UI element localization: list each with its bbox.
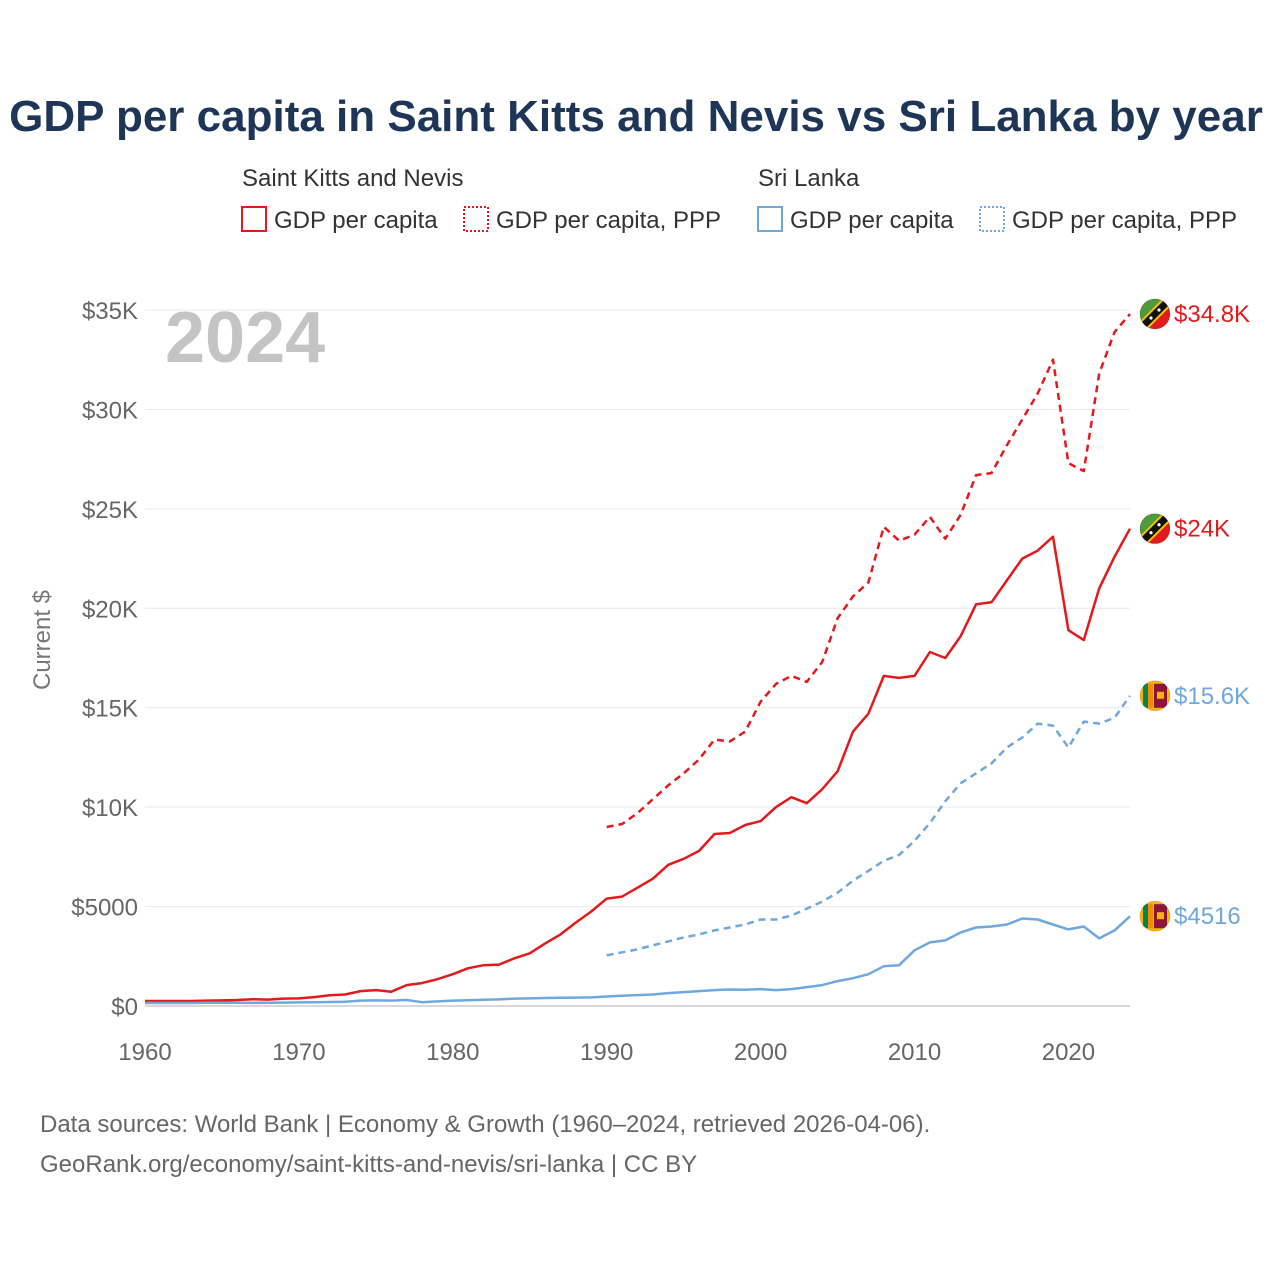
legend: Saint Kitts and Nevis GDP per capita GDP… <box>241 165 1237 234</box>
sri-lanka-flag-icon <box>1139 900 1171 932</box>
series-line-0 <box>145 528 1132 1003</box>
legend-group-sri-lanka: Sri Lanka <box>758 165 860 192</box>
x-tick-label: 1970 <box>272 1039 325 1066</box>
series-line-1 <box>606 313 1131 829</box>
legend-swatch-skn-gdp <box>241 206 267 232</box>
x-tick-label: 1960 <box>118 1039 171 1066</box>
y-axis-ticks: $0 $5000 $10K $15K $20K $25K $30K $35K <box>71 298 138 1021</box>
y-tick-label: $25K <box>82 497 138 524</box>
series-end-label: $34.8K <box>1174 301 1250 328</box>
series-line-2 <box>145 915 1131 1005</box>
source-line-2[interactable]: GeoRank.org/economy/saint-kitts-and-nevi… <box>40 1151 697 1178</box>
series-end-label: $24K <box>1174 516 1230 543</box>
y-tick-label: $5000 <box>71 895 138 922</box>
y-tick-label: $30K <box>82 397 138 424</box>
series-layer <box>145 313 1132 1005</box>
series-end-label: $4516 <box>1174 903 1241 930</box>
legend-label-skn-gdp[interactable]: GDP per capita <box>274 207 438 234</box>
end-labels: $24K $34.8K $4516 $15.6K <box>1139 298 1250 932</box>
legend-swatch-skn-ppp <box>463 206 489 232</box>
legend-group-saint-kitts-and-nevis: Saint Kitts and Nevis <box>242 165 463 192</box>
y-tick-label: $10K <box>82 795 138 822</box>
saint-kitts-and-nevis-flag-icon <box>1139 298 1171 330</box>
x-tick-label: 2000 <box>734 1039 787 1066</box>
chart-title: GDP per capita in Saint Kitts and Nevis … <box>9 92 1263 141</box>
y-tick-label: $20K <box>82 596 138 623</box>
x-tick-label: 2020 <box>1042 1039 1095 1066</box>
y-axis-label: Current $ <box>29 590 56 690</box>
gridlines <box>145 309 1130 1007</box>
year-badge: 2024 <box>165 298 325 378</box>
y-tick-label: $0 <box>111 994 138 1021</box>
source-line-1: Data sources: World Bank | Economy & Gro… <box>40 1111 930 1138</box>
sri-lanka-flag-icon <box>1139 680 1171 712</box>
series-line-3 <box>606 695 1132 957</box>
y-tick-label: $35K <box>82 298 138 325</box>
x-axis-ticks: 1960 1970 1980 1990 2000 2010 2020 <box>118 1039 1095 1066</box>
legend-label-skn-ppp[interactable]: GDP per capita, PPP <box>496 207 721 234</box>
x-tick-label: 1980 <box>426 1039 479 1066</box>
x-tick-label: 2010 <box>888 1039 941 1066</box>
legend-label-lk-gdp[interactable]: GDP per capita <box>790 207 954 234</box>
x-tick-label: 1990 <box>580 1039 633 1066</box>
y-tick-label: $15K <box>82 696 138 723</box>
legend-label-lk-ppp[interactable]: GDP per capita, PPP <box>1012 207 1237 234</box>
legend-swatch-lk-ppp <box>979 206 1005 232</box>
saint-kitts-and-nevis-flag-icon <box>1139 513 1171 545</box>
legend-swatch-lk-gdp <box>757 206 783 232</box>
series-end-label: $15.6K <box>1174 683 1250 710</box>
